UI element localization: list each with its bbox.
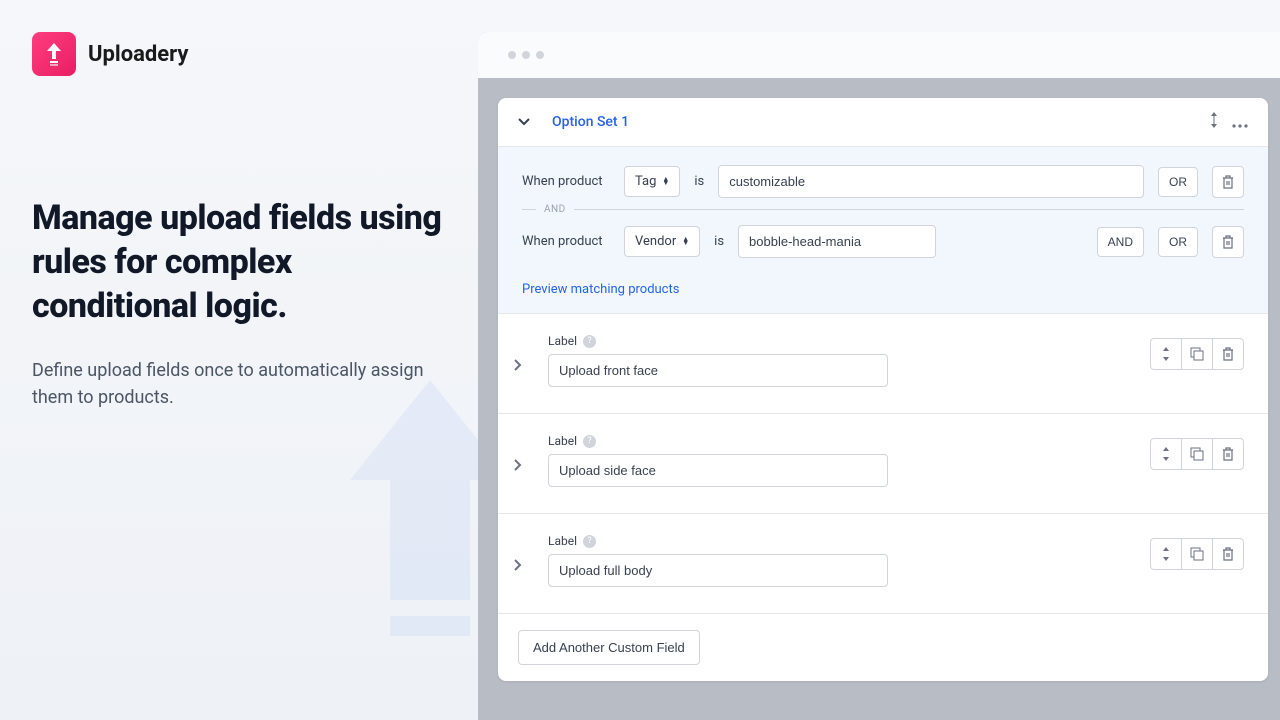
rule-selector[interactable]: Tag ▲▼ [624,166,680,197]
sort-icon: ▲▼ [662,178,669,185]
window-dot [522,51,530,59]
card-title[interactable]: Option Set 1 [552,114,1208,130]
option-set-card: Option Set 1 When product Tag ▲▼ [498,98,1268,681]
rule-value-input[interactable] [718,165,1144,198]
help-icon[interactable]: ? [583,335,596,348]
brand-logo [32,32,76,76]
subheadline: Define upload fields once to automatical… [32,357,452,411]
move-field-button[interactable] [1150,538,1182,570]
field-label: Label [548,434,577,448]
copy-icon [1190,547,1204,561]
expand-icon[interactable] [514,556,534,575]
rule-row: When product Tag ▲▼ is OR [522,165,1244,198]
brand-name: Uploadery [88,42,188,67]
duplicate-field-button[interactable] [1181,538,1213,570]
and-divider: AND [522,204,1244,215]
trash-icon [1221,547,1235,561]
rule-prefix: When product [522,234,610,249]
field-row: Label ? [498,514,1268,614]
window-dot [536,51,544,59]
rule-selector-value: Tag [635,174,656,189]
copy-icon [1190,447,1204,461]
field-value-input[interactable] [548,454,888,487]
duplicate-field-button[interactable] [1181,338,1213,370]
move-field-button[interactable] [1150,438,1182,470]
move-icon [1161,347,1171,361]
duplicate-field-button[interactable] [1181,438,1213,470]
field-row: Label ? [498,414,1268,514]
copy-icon [1190,347,1204,361]
delete-field-button[interactable] [1212,438,1244,470]
rule-op: is [694,174,704,189]
rule-selector[interactable]: Vendor ▲▼ [624,226,700,257]
trash-icon [1221,447,1235,461]
delete-rule-button[interactable] [1212,226,1244,258]
delete-field-button[interactable] [1212,338,1244,370]
rule-value-input[interactable] [738,225,936,258]
trash-icon [1221,347,1235,361]
move-icon [1161,447,1171,461]
rule-prefix: When product [522,174,610,189]
sort-icon: ▲▼ [682,238,689,245]
rule-selector-value: Vendor [635,234,676,249]
help-icon[interactable]: ? [583,535,596,548]
card-header: Option Set 1 [498,98,1268,147]
trash-icon [1221,175,1235,189]
marketing-panel: Uploadery Manage upload fields using rul… [32,32,452,411]
delete-field-button[interactable] [1212,538,1244,570]
and-label: AND [536,204,574,215]
reorder-icon[interactable] [1208,112,1220,132]
field-value-input[interactable] [548,554,888,587]
expand-icon[interactable] [514,356,534,375]
field-value-input[interactable] [548,354,888,387]
expand-icon[interactable] [514,456,534,475]
field-label: Label [548,334,577,348]
add-field-button[interactable]: Add Another Custom Field [518,630,700,665]
and-button[interactable]: AND [1097,227,1144,257]
collapse-icon[interactable] [514,112,534,132]
card-footer: Add Another Custom Field [498,614,1268,681]
rules-section: When product Tag ▲▼ is OR AND [498,147,1268,314]
move-field-button[interactable] [1150,338,1182,370]
help-icon[interactable]: ? [583,435,596,448]
more-icon[interactable] [1232,113,1248,132]
move-icon [1161,547,1171,561]
headline: Manage upload fields using rules for com… [32,196,452,329]
window-chrome [478,32,1280,78]
app-window: Option Set 1 When product Tag ▲▼ [478,32,1280,720]
trash-icon [1221,235,1235,249]
field-label: Label [548,534,577,548]
rule-op: is [714,234,724,249]
upload-arrow-icon [43,41,65,67]
rule-row: When product Vendor ▲▼ is AND OR [522,225,1244,258]
or-button[interactable]: OR [1158,227,1198,257]
preview-matching-link[interactable]: Preview matching products [522,282,679,297]
delete-rule-button[interactable] [1212,166,1244,198]
field-row: Label ? [498,314,1268,414]
window-dot [508,51,516,59]
or-button[interactable]: OR [1158,167,1198,197]
brand-row: Uploadery [32,32,452,76]
